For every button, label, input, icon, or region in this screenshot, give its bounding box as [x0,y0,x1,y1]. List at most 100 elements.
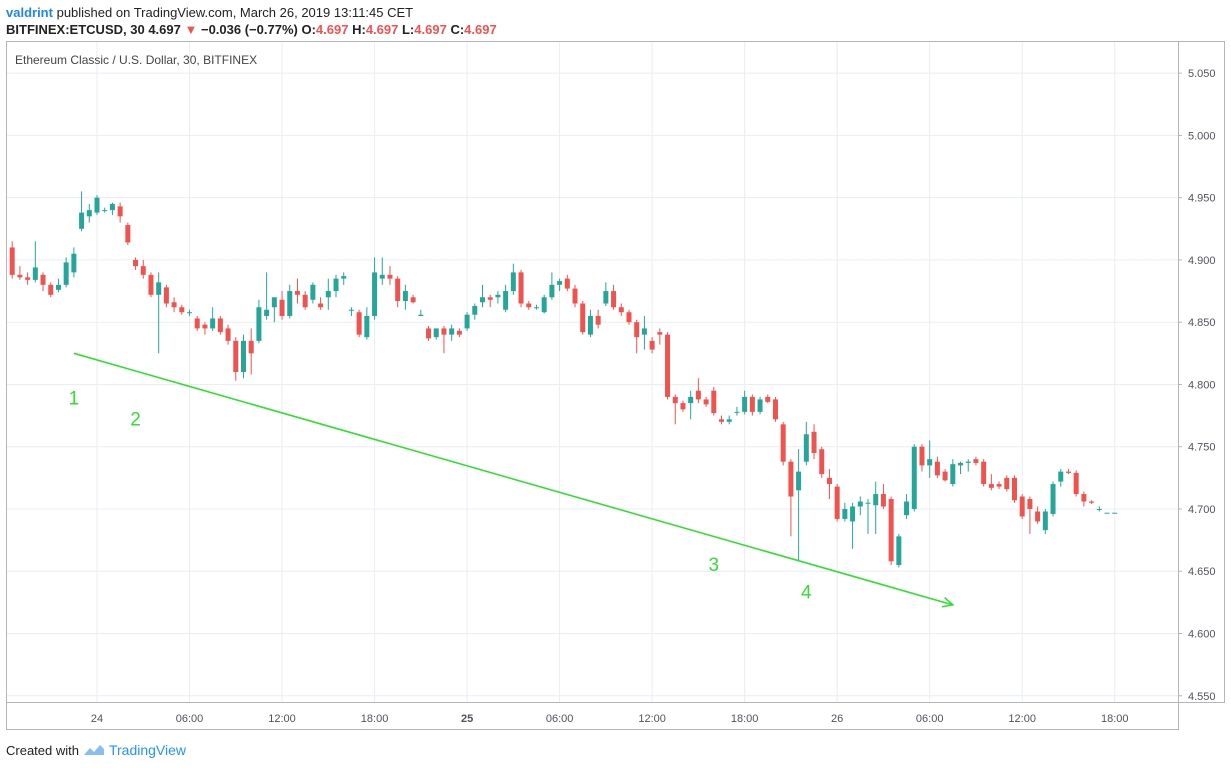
candle-body [456,330,462,335]
candle-body [510,272,516,292]
candle-body [25,277,31,280]
candle-body [857,501,863,507]
candle [379,257,385,285]
candle-body [772,399,778,420]
candle-body [133,259,139,267]
time-tick-label: 26 [831,713,843,725]
candle-body [958,462,964,466]
price-tick-label: 5.050 [1188,68,1216,80]
candle-body [988,484,994,488]
price-axis: 4.550 4.600 4.650 4.700 4.750 4.800 4.850 4.900… [1178,68,1216,703]
ohlc-low: 4.697 [414,22,447,37]
candle [333,274,339,298]
price-tick-label: 4.850 [1188,317,1216,329]
candle [672,394,678,425]
candle-body [834,486,840,519]
candle-body [294,291,300,295]
time-tick-label: 18:00 [1101,713,1129,725]
candle-body [719,419,725,422]
candle [826,469,832,500]
candle-body [9,247,15,275]
candle-body [950,464,956,485]
candle-body [726,419,732,422]
candle [356,309,362,338]
candle-body [1112,512,1118,514]
candle-body [672,396,678,404]
candle-body [634,322,640,338]
time-tick-label: 25 [461,713,473,725]
candle [410,294,416,304]
candle [657,328,663,345]
candle-body [981,461,987,485]
author-link[interactable]: valdrint [6,5,53,20]
candle-body [433,328,439,338]
candle-body [310,284,316,300]
candle [834,484,840,522]
candle [888,496,894,566]
candle-body [240,340,246,372]
candle-body [842,508,848,519]
candle-body [264,309,270,316]
candle [117,202,123,223]
candle [248,328,254,375]
candle [109,202,115,216]
candle-body [1104,512,1110,514]
candle [711,386,717,416]
candle [634,319,640,354]
candle-body [911,446,917,509]
candle-body [734,411,740,413]
candle [1035,506,1041,524]
candle [395,276,401,308]
candle [125,222,131,245]
candle [240,334,246,379]
candle [1027,496,1033,534]
candle [426,325,432,341]
candle [811,424,817,460]
candle-body [55,284,61,290]
candle-body [117,206,123,217]
candle-body [819,449,825,475]
candle [71,247,77,278]
candle-body [904,501,910,516]
candle [55,278,61,293]
candle [680,400,686,412]
wave-label-2: 2 [130,410,141,431]
candle [927,440,933,478]
candle [179,304,185,315]
candle [580,301,586,335]
candle [950,459,956,487]
candle-body [549,284,555,298]
candle [433,328,439,340]
candle [557,278,563,292]
candle [695,378,701,404]
candle-body [641,328,647,335]
candle [17,266,23,280]
candle-body [973,459,979,463]
candle-body [1050,484,1056,514]
candle-body [17,274,23,278]
price-tick-label: 4.700 [1188,504,1216,516]
candle [48,282,54,298]
candle [1050,481,1056,517]
candle-body [318,303,324,308]
candle [325,278,331,310]
candle [171,297,177,313]
chart-title: Ethereum Classic / U.S. Dollar, 30, BITF… [15,53,257,67]
wave-label-4: 4 [801,583,812,604]
ohlc-high-label: H: [352,22,366,37]
time-tick-label: 06:00 [916,713,944,725]
candle [9,241,15,279]
candle [880,484,886,509]
candle [988,474,994,491]
candle [618,303,624,316]
candle-body [996,484,1002,487]
trendline[interactable] [73,352,955,608]
candle-body [48,284,54,295]
price-axis-border [1178,41,1225,703]
price-tick-label: 4.600 [1188,629,1216,641]
candle [665,332,671,400]
published-text: published on TradingView.com, March 26, … [56,5,414,20]
candle [63,257,69,288]
tradingview-brand[interactable]: TradingView [108,742,187,758]
